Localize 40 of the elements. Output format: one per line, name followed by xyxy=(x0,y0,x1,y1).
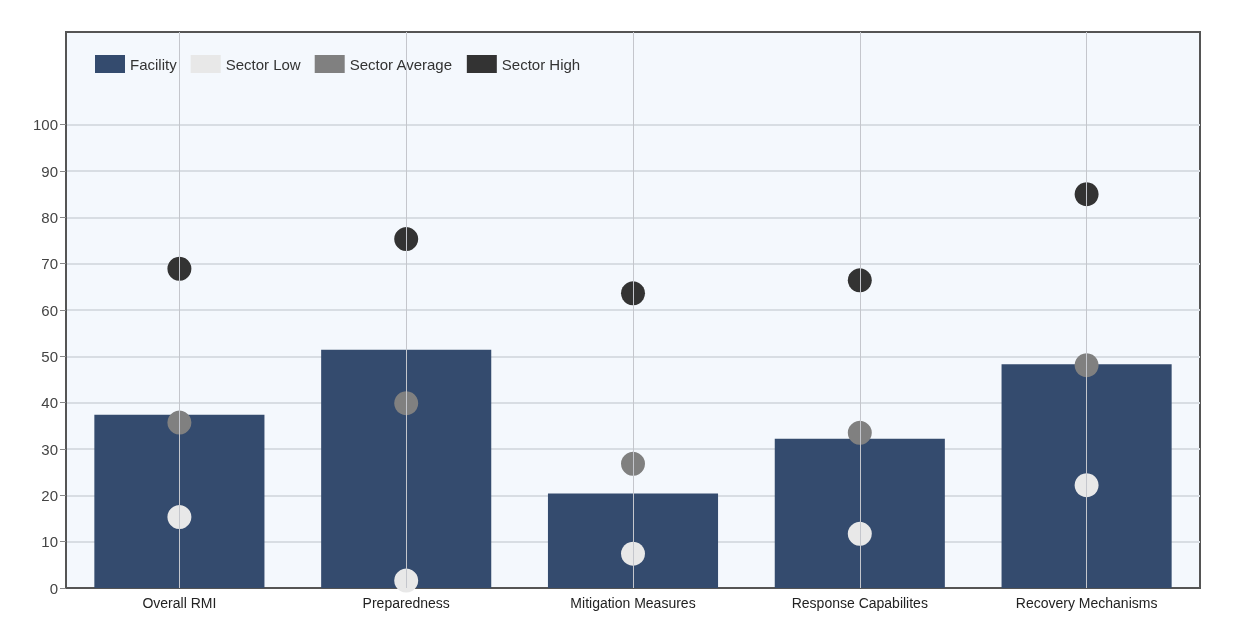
y-tick-label: 50 xyxy=(41,347,58,365)
bar xyxy=(94,414,265,588)
legend-label: Sector High xyxy=(501,55,581,73)
point xyxy=(621,451,645,476)
point xyxy=(167,256,192,281)
point xyxy=(1074,182,1099,207)
y-tick-label: 10 xyxy=(41,533,58,551)
x-tick-label: Preparedness xyxy=(362,595,450,611)
y-tick-label: 80 xyxy=(41,208,58,226)
y-tick-label: 60 xyxy=(41,301,58,319)
bar xyxy=(774,438,945,588)
point xyxy=(167,410,192,435)
bar xyxy=(547,493,719,588)
y-tick-label: 30 xyxy=(41,440,58,458)
point xyxy=(621,541,645,566)
point xyxy=(394,227,419,252)
point xyxy=(167,505,192,530)
legend-label: Facility xyxy=(130,55,178,73)
y-tick-label: 90 xyxy=(41,162,58,180)
point xyxy=(1074,353,1099,378)
point xyxy=(1074,473,1099,498)
point xyxy=(847,420,872,445)
legend-label: Sector Low xyxy=(225,55,301,73)
bar xyxy=(1001,364,1172,588)
x-tick-label: Recovery Mechanisms xyxy=(1015,595,1158,611)
legend-label: Sector Average xyxy=(349,55,452,73)
point xyxy=(847,521,872,546)
x-tick-label: Overall RMI xyxy=(142,595,217,611)
point xyxy=(847,268,872,293)
y-tick-label: 0 xyxy=(49,579,58,597)
x-tick-label: Mitigation Measures xyxy=(570,595,696,611)
point xyxy=(621,281,645,306)
point xyxy=(394,568,419,593)
x-tick-label: Response Capabilites xyxy=(791,595,928,611)
bar xyxy=(321,349,492,588)
y-tick-label: 40 xyxy=(41,394,58,412)
y-tick-label: 20 xyxy=(41,486,58,504)
point xyxy=(394,391,419,416)
y-tick-label: 100 xyxy=(32,116,58,134)
y-tick-label: 70 xyxy=(41,255,58,273)
